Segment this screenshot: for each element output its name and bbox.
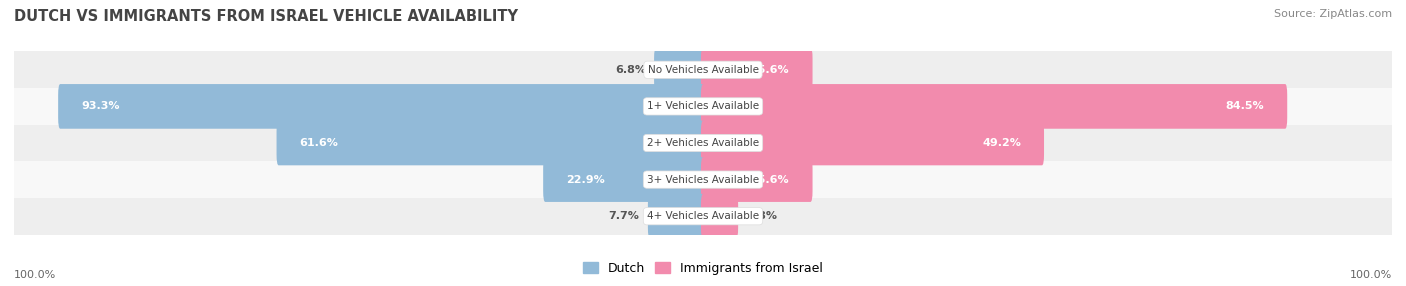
Text: No Vehicles Available: No Vehicles Available [648, 65, 758, 75]
Legend: Dutch, Immigrants from Israel: Dutch, Immigrants from Israel [578, 257, 828, 280]
Text: 84.5%: 84.5% [1226, 102, 1264, 111]
Bar [14, 125, 1392, 161]
Text: 4.8%: 4.8% [747, 211, 778, 221]
Bar [14, 198, 1392, 235]
FancyBboxPatch shape [654, 47, 704, 92]
FancyBboxPatch shape [702, 157, 813, 202]
Text: 22.9%: 22.9% [565, 175, 605, 184]
Text: 3+ Vehicles Available: 3+ Vehicles Available [647, 175, 759, 184]
Text: 1+ Vehicles Available: 1+ Vehicles Available [647, 102, 759, 111]
Text: 100.0%: 100.0% [1350, 270, 1392, 280]
Text: 100.0%: 100.0% [14, 270, 56, 280]
Bar [14, 88, 1392, 125]
FancyBboxPatch shape [702, 84, 1288, 129]
FancyBboxPatch shape [702, 121, 1045, 165]
Text: 6.8%: 6.8% [614, 65, 645, 75]
FancyBboxPatch shape [648, 194, 704, 239]
Text: 2+ Vehicles Available: 2+ Vehicles Available [647, 138, 759, 148]
Text: 4+ Vehicles Available: 4+ Vehicles Available [647, 211, 759, 221]
FancyBboxPatch shape [702, 47, 813, 92]
FancyBboxPatch shape [58, 84, 704, 129]
FancyBboxPatch shape [277, 121, 704, 165]
Text: DUTCH VS IMMIGRANTS FROM ISRAEL VEHICLE AVAILABILITY: DUTCH VS IMMIGRANTS FROM ISRAEL VEHICLE … [14, 9, 517, 23]
Bar [14, 161, 1392, 198]
Text: 93.3%: 93.3% [82, 102, 120, 111]
Text: 15.6%: 15.6% [751, 65, 790, 75]
Text: 49.2%: 49.2% [983, 138, 1021, 148]
Text: 15.6%: 15.6% [751, 175, 790, 184]
FancyBboxPatch shape [543, 157, 704, 202]
Text: Source: ZipAtlas.com: Source: ZipAtlas.com [1274, 9, 1392, 19]
Bar [14, 51, 1392, 88]
Text: 61.6%: 61.6% [299, 138, 339, 148]
Text: 7.7%: 7.7% [609, 211, 640, 221]
FancyBboxPatch shape [702, 194, 738, 239]
